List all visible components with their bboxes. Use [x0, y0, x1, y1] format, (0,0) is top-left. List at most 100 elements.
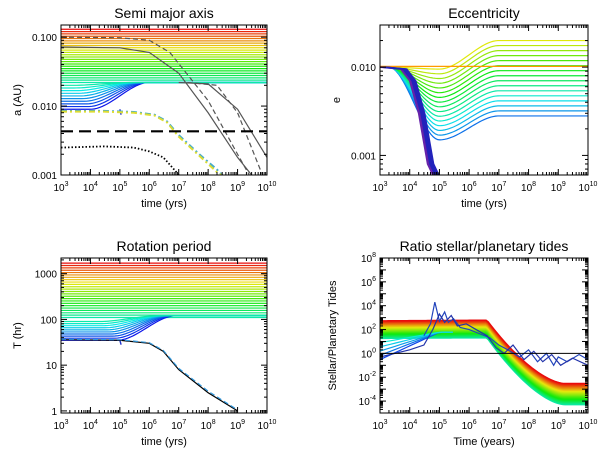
x-tick-label: 107 — [491, 181, 506, 194]
panel-title: Eccentricity — [448, 5, 520, 21]
y-tick-label: 0.010 — [351, 63, 376, 74]
series-line-rise — [61, 315, 267, 323]
panel-ratio: 103 104 105 106 107 108 109 101010-410-21001021… — [327, 238, 598, 448]
x-tick-label: 109 — [551, 419, 566, 432]
series-line-ecc — [380, 44, 588, 75]
y-axis-ratio: 10-4 10-2 100 102 104 106 108 — [359, 252, 588, 414]
plot-area-a — [61, 28, 267, 175]
y-tick-label: 106 — [361, 276, 376, 289]
plot-area-ratio — [380, 301, 588, 406]
series-line-rise — [61, 81, 267, 86]
series-line-ratio-low — [380, 331, 453, 344]
series-line-ratio — [380, 323, 588, 390]
axes-frame — [60, 24, 268, 176]
y-tick-label: 1 — [51, 407, 57, 418]
y-tick-label: 100 — [361, 347, 376, 360]
plot-area-T — [61, 262, 267, 412]
series-line-plunge — [385, 66, 440, 175]
x-tick-label: 107 — [171, 419, 186, 432]
y-axis-label: Stellar/Planetary Tides — [327, 280, 339, 391]
x-tick-label: 105 — [432, 181, 447, 194]
series-line-solid — [61, 46, 253, 175]
x-axis-label: time (yrs) — [141, 198, 187, 210]
x-tick-label: 107 — [171, 181, 186, 194]
x-axis-e: 103 104 105 106 107 108 109 1010 — [372, 25, 598, 194]
series-line-solid — [61, 339, 238, 412]
y-tick-label: 10 — [46, 361, 58, 372]
x-tick-label: 108 — [521, 419, 536, 432]
y-tick-label: 0.001 — [32, 171, 57, 182]
x-axis-ratio: 103 104 105 106 107 108 109 1010 — [372, 258, 598, 432]
panel-title: Semi major axis — [114, 5, 214, 21]
x-tick-label: 1010 — [579, 419, 598, 432]
x-tick-label: 1010 — [579, 181, 598, 194]
series-line-ecc — [380, 39, 588, 70]
x-tick-label: 106 — [142, 419, 157, 432]
series-line-ratio — [380, 322, 588, 388]
series-line-dashed — [61, 36, 250, 175]
x-tick-label: 106 — [462, 419, 477, 432]
y-axis-a: 0.001 0.010 0.100 — [32, 33, 267, 182]
series-line-rise — [61, 81, 267, 89]
x-tick-label: 109 — [551, 181, 566, 194]
series-line-ratio — [380, 330, 588, 397]
y-axis-T: 1 10 100 1000 — [35, 259, 267, 418]
x-tick-label: 103 — [372, 181, 387, 194]
x-tick-label: 109 — [230, 181, 245, 194]
x-tick-label: 103 — [53, 419, 68, 432]
y-tick-label: 0.100 — [32, 33, 57, 44]
series-line-ratio — [380, 320, 588, 386]
series-line-ratio — [380, 319, 588, 385]
x-tick-label: 109 — [230, 419, 245, 432]
x-tick-label: 105 — [112, 181, 127, 194]
series-line-rise — [61, 315, 267, 339]
series-line-noisy — [423, 301, 588, 367]
x-tick-label: 104 — [402, 181, 417, 194]
x-tick-label: 106 — [142, 181, 157, 194]
panel-a: 103 104 105 106 107 108 109 1010 0.001 0.010 0.100… — [12, 5, 277, 210]
series-line-ecc — [380, 66, 588, 141]
x-tick-label: 108 — [201, 181, 216, 194]
series-line-dashed — [61, 338, 238, 411]
series-line-dotted — [61, 145, 180, 175]
plot-area-e — [380, 39, 588, 175]
x-tick-label: 104 — [402, 419, 417, 432]
x-tick-label: 1010 — [258, 181, 277, 194]
panel-e: 103 104 105 106 107 108 109 1010 0.001 0.010 Eccen… — [331, 5, 598, 210]
x-tick-label: 107 — [491, 419, 506, 432]
series-line-solid — [178, 81, 267, 158]
x-axis-a: 103 104 105 106 107 108 109 1010 — [53, 25, 277, 194]
axes-frame — [60, 257, 268, 414]
x-tick-label: 105 — [432, 419, 447, 432]
y-tick-label: 0.010 — [32, 102, 57, 113]
series-line-ecc — [380, 55, 588, 84]
y-axis-label: a (AU) — [12, 84, 24, 116]
panel-title: Rotation period — [117, 238, 212, 254]
x-axis-label: Time (years) — [453, 436, 514, 448]
x-tick-label: 106 — [462, 181, 477, 194]
y-axis-label: T (hr) — [12, 322, 24, 349]
y-tick-label: 104 — [361, 300, 376, 313]
y-tick-label: 10-4 — [359, 395, 376, 408]
series-line-ecc — [380, 66, 588, 136]
series-line-drop — [119, 340, 122, 345]
series-line-ratio — [380, 325, 588, 391]
y-tick-label: 1000 — [35, 270, 58, 281]
series-line-ratio — [380, 336, 588, 405]
panel-title: Ratio stellar/planetary tides — [400, 238, 569, 254]
y-axis-label: e — [331, 97, 343, 103]
panel-T: 103 104 105 106 107 108 109 1010 1 10 100 1000 Rotat… — [12, 238, 277, 448]
series-line-dash-dot — [61, 109, 223, 175]
series-line-dashed — [187, 81, 263, 175]
x-tick-label: 103 — [53, 181, 68, 194]
x-axis-label: time (yrs) — [461, 198, 507, 210]
x-axis-label: time (yrs) — [141, 436, 187, 448]
x-tick-label: 108 — [521, 181, 536, 194]
x-tick-label: 108 — [201, 419, 216, 432]
y-tick-label: 102 — [361, 324, 376, 337]
x-tick-label: 1010 — [258, 419, 277, 432]
axes-frame — [379, 24, 589, 176]
series-line-ratio — [380, 331, 588, 399]
y-tick-label: 10-2 — [359, 371, 376, 384]
